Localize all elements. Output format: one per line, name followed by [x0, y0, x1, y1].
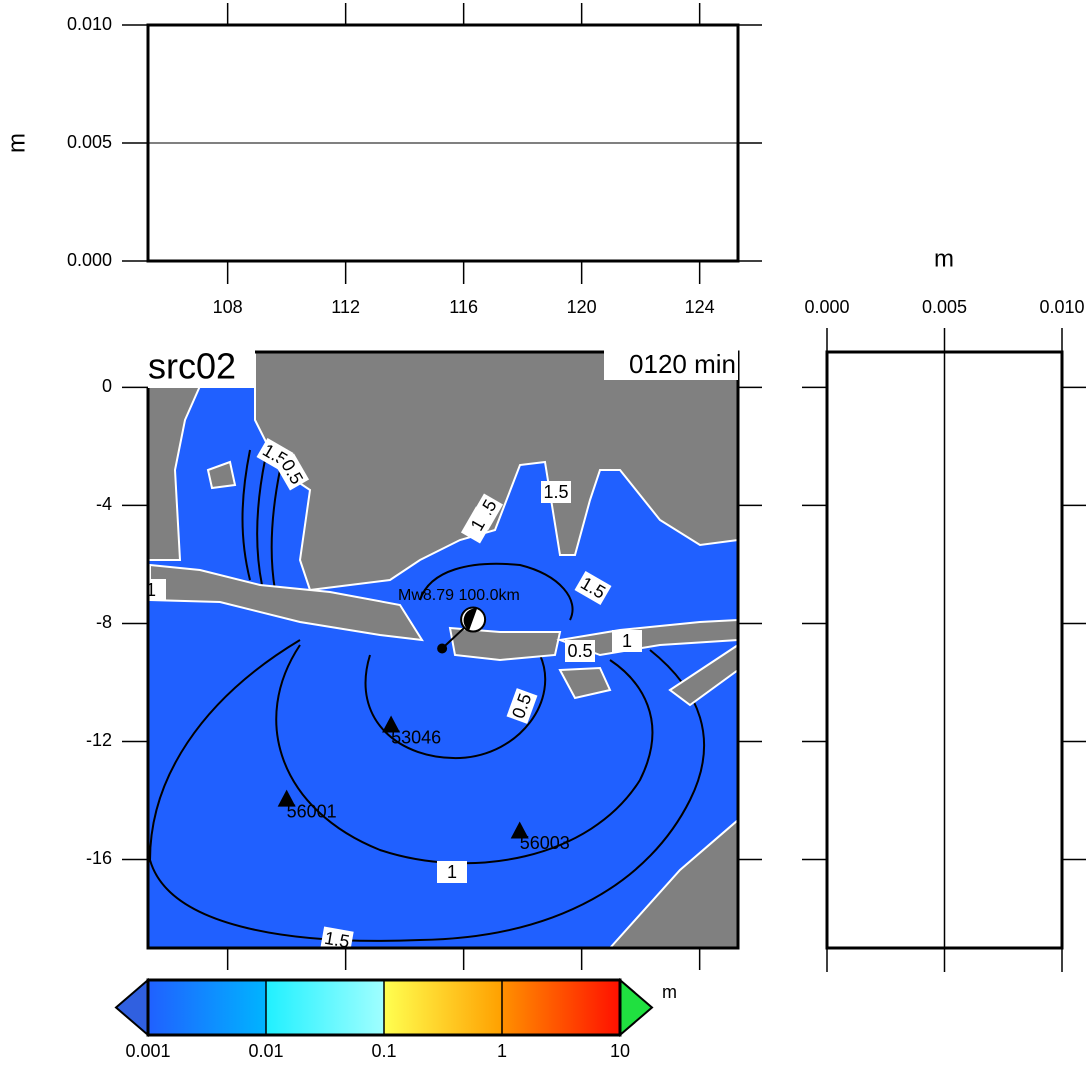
contour-label-box — [460, 506, 496, 544]
beachball-quadrant — [463, 608, 478, 631]
y-tick-label: 0.010 — [67, 14, 112, 34]
time-box — [604, 350, 738, 380]
contour-label: 0.5 — [565, 640, 595, 662]
contour-label: 1.5 — [541, 481, 571, 503]
land — [448, 626, 562, 662]
colorbar-over — [619, 977, 654, 1038]
y-tick-label: 0 — [102, 376, 112, 396]
contour-label-box — [612, 630, 642, 652]
colorbar-tick-label: 0.1 — [371, 1041, 396, 1061]
y-axis-label: m — [3, 133, 30, 153]
epicenter — [437, 643, 448, 654]
land — [148, 352, 738, 948]
land — [556, 618, 738, 657]
colorbar-segment — [148, 980, 266, 1035]
colorbar-tick-label: 1 — [497, 1041, 507, 1061]
colorbar-tick-label: 10 — [610, 1041, 630, 1061]
contour-label-box — [437, 861, 467, 883]
contour-label-text: 1 — [146, 580, 156, 600]
map-title: src02 — [148, 346, 236, 387]
contour-label-text: 1.5 — [323, 928, 351, 952]
contour-label: 1 — [437, 861, 467, 883]
station-label: 53046 — [391, 727, 441, 747]
contours — [148, 449, 705, 942]
land — [668, 643, 738, 707]
station-label: 56003 — [520, 833, 570, 853]
x-tick-label: 120 — [567, 297, 597, 317]
contour-label-box — [506, 688, 538, 724]
contour — [275, 644, 654, 865]
title-box — [140, 348, 255, 388]
contour-label-box — [565, 640, 595, 662]
time-label: 0120 min — [629, 349, 736, 379]
y-tick-label: -4 — [96, 494, 112, 514]
x-tick-label: 0.005 — [922, 297, 967, 317]
land — [149, 563, 424, 642]
contour-label-text: 0.5 — [567, 641, 592, 661]
colorbar-tick-label: 0.001 — [125, 1041, 170, 1061]
y-tick-label: -8 — [96, 612, 112, 632]
y-tick-label: -16 — [86, 848, 112, 868]
land — [148, 352, 217, 561]
contour-label-box — [148, 579, 166, 601]
x-tick-label: 112 — [331, 297, 360, 317]
map-area: 1.50.50.511.51.510.50.511.51 Mw8.79 100.0… — [146, 352, 738, 952]
contour — [419, 562, 574, 621]
colorbar-unit: m — [662, 982, 677, 1002]
land — [206, 460, 237, 490]
y-tick-label: 0.000 — [67, 250, 112, 270]
contour-label: 1 — [460, 506, 496, 544]
colorbar-segment — [266, 980, 384, 1035]
y-tick-label: 0.005 — [67, 132, 112, 152]
colorbar-tick-label: 0.01 — [248, 1041, 283, 1061]
map-frame — [146, 350, 740, 950]
contour — [364, 654, 547, 760]
land — [608, 818, 738, 948]
x-tick-label: 0.000 — [804, 297, 849, 317]
contour-label-text: 1 — [447, 862, 457, 882]
contour-label-box — [574, 570, 612, 606]
contour-label: 1 — [612, 630, 642, 652]
land — [558, 666, 612, 700]
station-marker — [277, 789, 296, 807]
contour-label-text: 1 — [622, 631, 632, 651]
contour — [148, 639, 705, 942]
contour-label-box — [274, 453, 310, 491]
event-label: Mw8.79 100.0km — [398, 587, 520, 604]
x-tick-label: 116 — [449, 297, 478, 317]
colorbar-segment — [384, 980, 502, 1035]
x-tick-label: 108 — [213, 297, 243, 317]
x-tick-label: 124 — [685, 297, 715, 317]
y-tick-label: -12 — [86, 730, 112, 750]
contour-label-text: 1.5 — [543, 482, 568, 502]
contour-label-box — [541, 481, 571, 503]
colorbar-under — [114, 977, 149, 1038]
station-label: 56001 — [287, 801, 337, 821]
x-tick-label: 0.010 — [1039, 297, 1084, 317]
station-marker — [382, 715, 401, 733]
station-marker — [510, 821, 529, 839]
colorbar-segment — [502, 980, 620, 1035]
x-axis-label: m — [934, 245, 954, 272]
land — [254, 352, 738, 592]
contour — [241, 449, 281, 591]
contour-label: 1 — [146, 579, 166, 601]
